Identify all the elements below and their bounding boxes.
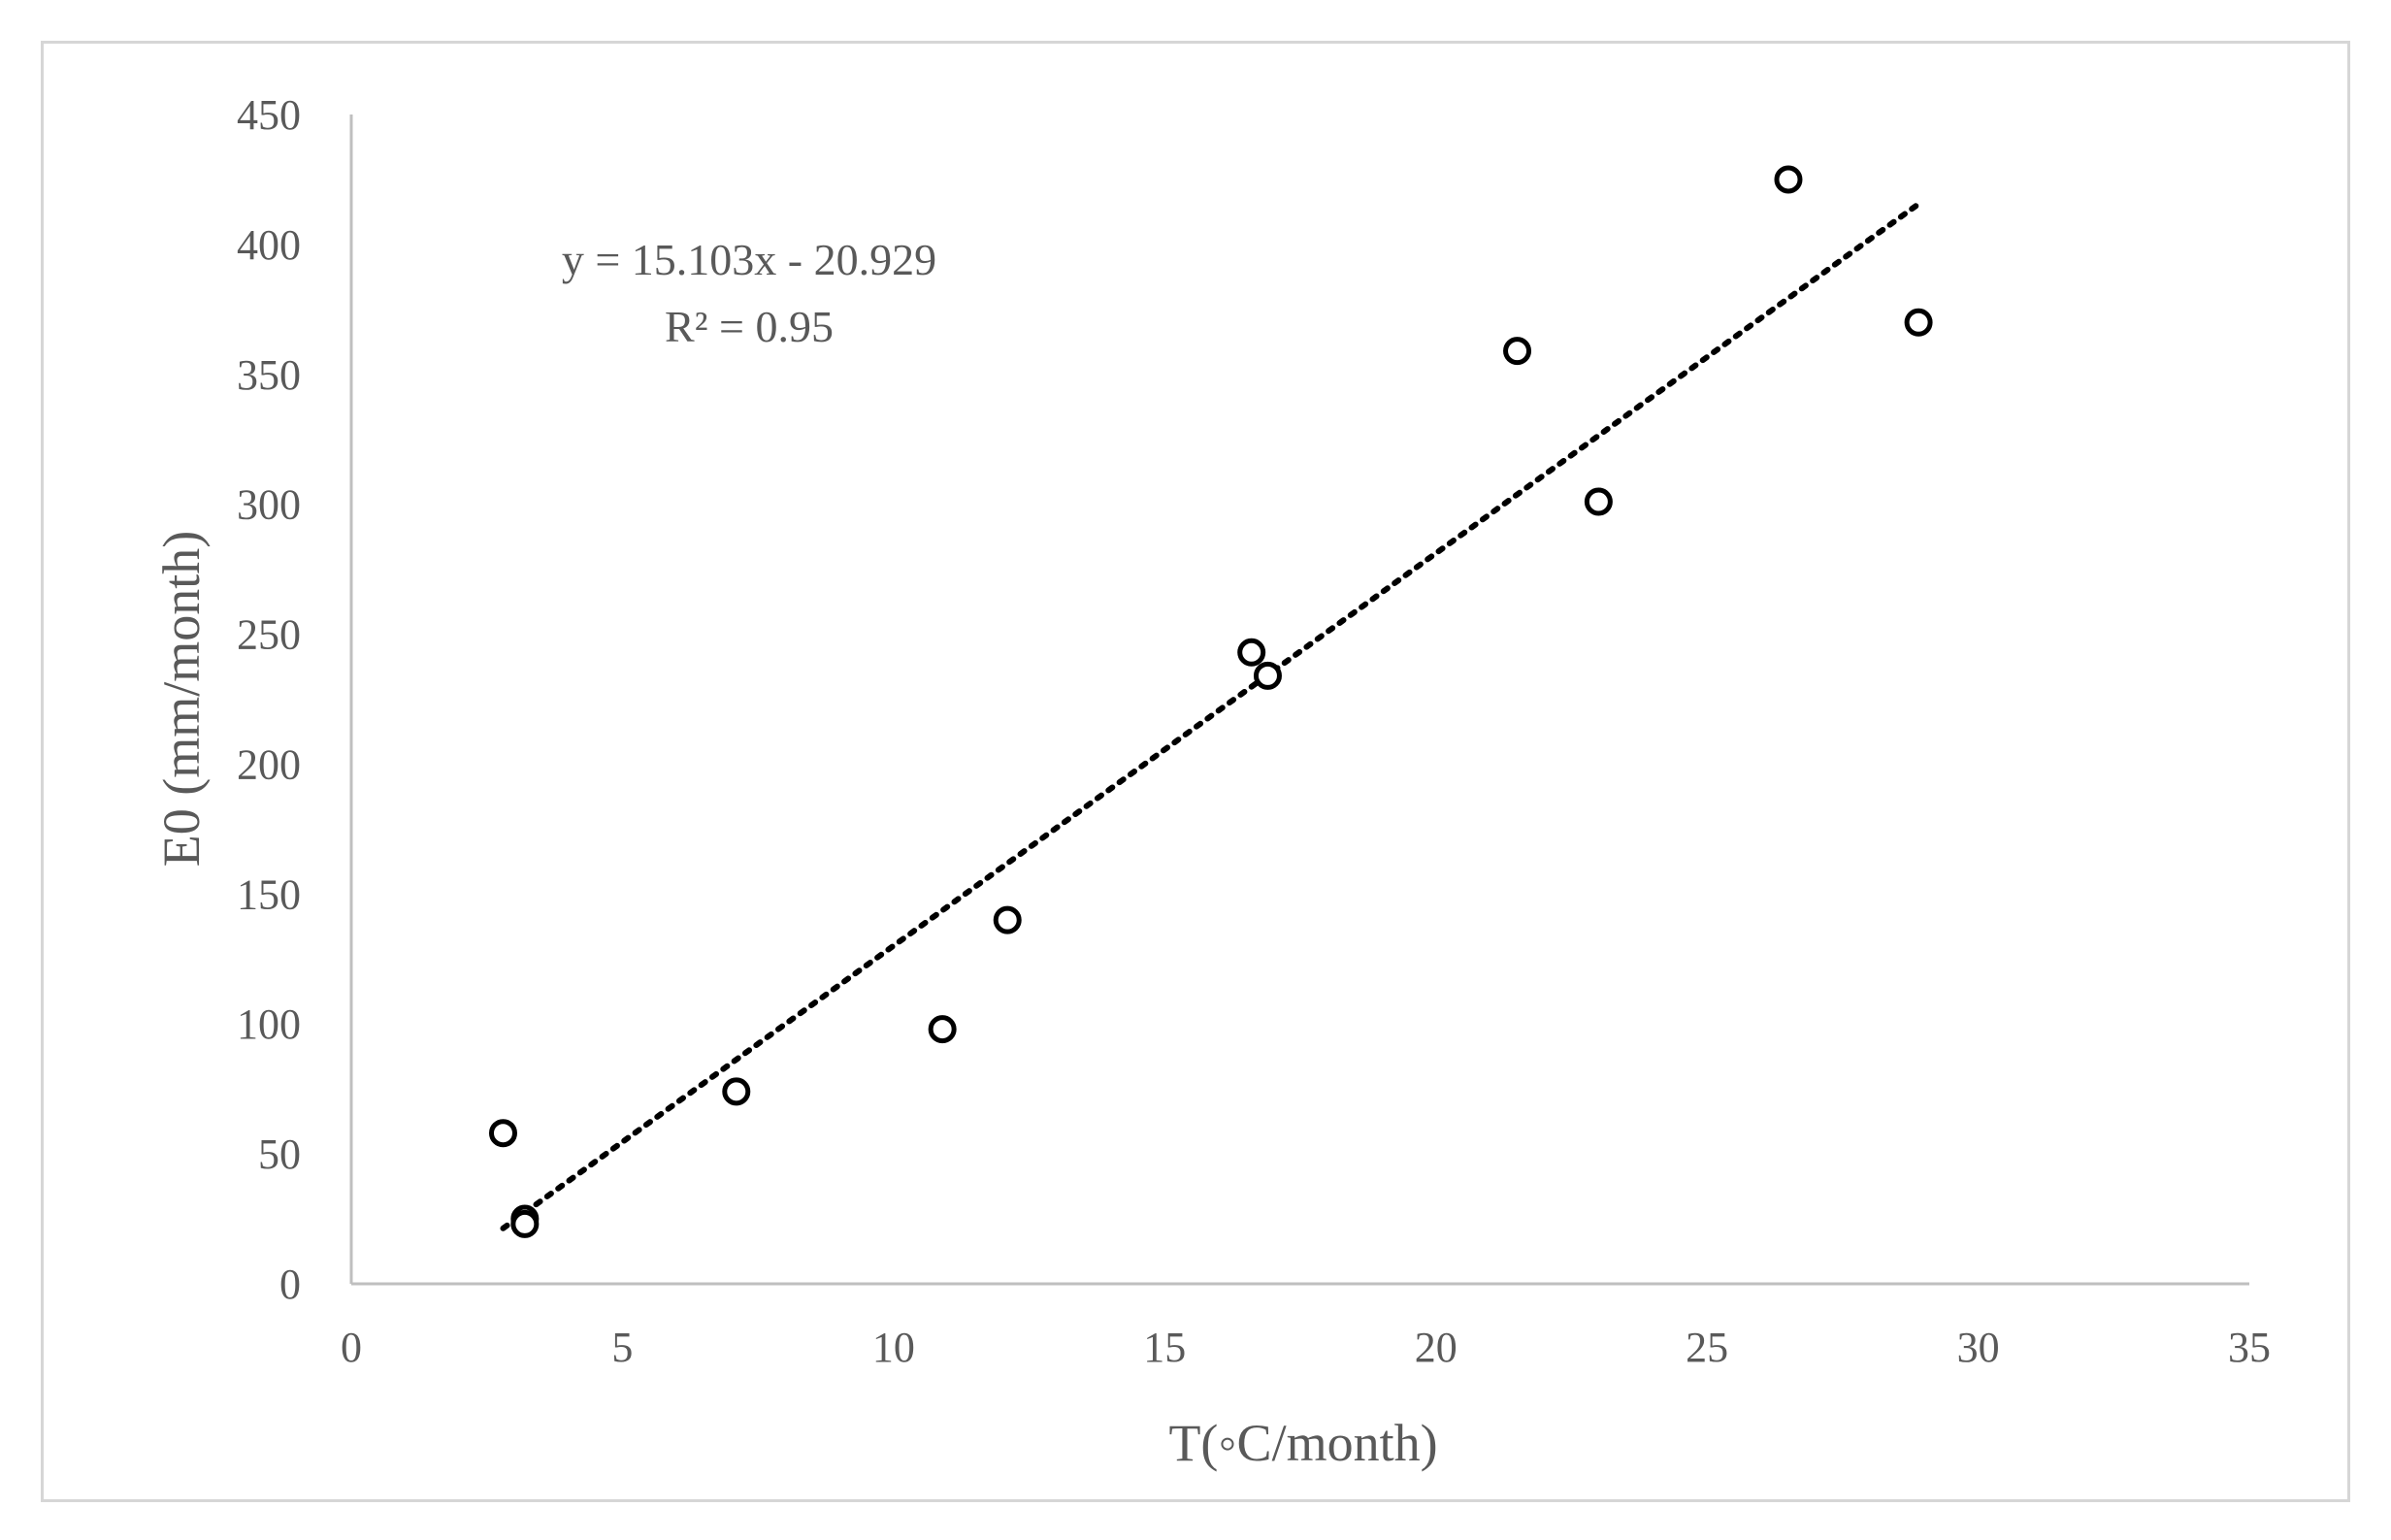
data-point bbox=[1237, 638, 1266, 667]
data-point bbox=[510, 1209, 540, 1238]
x-tick-label: 15 bbox=[1143, 1324, 1186, 1371]
chart-frame bbox=[41, 41, 2350, 1502]
x-tick-label: 35 bbox=[2228, 1324, 2271, 1371]
data-point bbox=[488, 1119, 517, 1148]
y-tick-labels: 0 50 100 150 200 250 300 350 400 450 bbox=[237, 91, 301, 1308]
y-tick-label: 350 bbox=[237, 351, 301, 399]
x-tick-labels: 0 5 10 15 20 25 30 35 bbox=[341, 1324, 2271, 1371]
y-tick-label: 0 bbox=[279, 1261, 301, 1308]
data-point bbox=[993, 905, 1022, 934]
x-tick-label: 0 bbox=[341, 1324, 362, 1371]
y-tick-label: 100 bbox=[237, 1000, 301, 1048]
y-tick-label: 450 bbox=[237, 91, 301, 139]
y-tick-label: 150 bbox=[237, 870, 301, 918]
data-point bbox=[1253, 661, 1282, 690]
x-axis-title: T(◦C/month) bbox=[1168, 1414, 1437, 1472]
y-axis-title: E0 (mm/month) bbox=[152, 531, 211, 867]
y-tick-label: 300 bbox=[237, 481, 301, 529]
data-point bbox=[1584, 487, 1613, 516]
data-point bbox=[1774, 165, 1803, 194]
x-tick-label: 30 bbox=[1957, 1324, 2000, 1371]
x-tick-label: 25 bbox=[1686, 1324, 1728, 1371]
x-tick-label: 5 bbox=[611, 1324, 633, 1371]
trendline-equation: y = 15.103x - 20.929 bbox=[562, 235, 936, 284]
y-tick-label: 250 bbox=[237, 611, 301, 659]
data-point bbox=[722, 1077, 751, 1106]
y-tick-label: 200 bbox=[237, 740, 301, 788]
trendline-r-squared: R² = 0.95 bbox=[665, 302, 834, 351]
trendline bbox=[500, 201, 1922, 1231]
data-point bbox=[1904, 308, 1933, 337]
x-tick-label: 20 bbox=[1415, 1324, 1458, 1371]
axes bbox=[349, 115, 2249, 1286]
y-tick-label: 400 bbox=[237, 221, 301, 269]
data-point bbox=[1503, 337, 1532, 366]
x-tick-label: 10 bbox=[872, 1324, 915, 1371]
data-points bbox=[488, 165, 1933, 1238]
data-point bbox=[928, 1015, 957, 1044]
y-tick-label: 50 bbox=[258, 1130, 301, 1178]
